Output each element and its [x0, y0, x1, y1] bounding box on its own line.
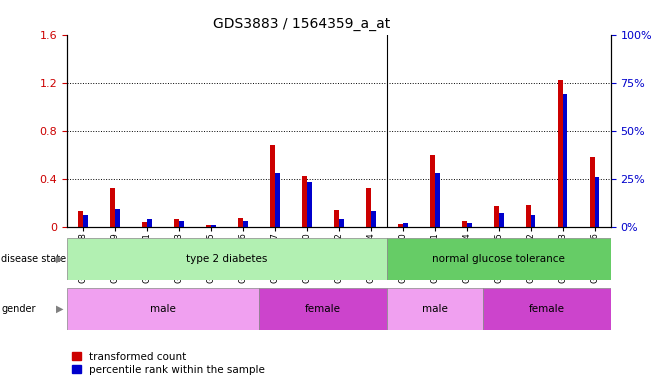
Text: male: male: [422, 304, 448, 314]
Text: female: female: [529, 304, 565, 314]
Bar: [243, 221, 248, 227]
Bar: [467, 223, 472, 227]
Text: normal glucose tolerance: normal glucose tolerance: [432, 254, 565, 264]
Bar: [558, 80, 563, 227]
Text: ▶: ▶: [56, 254, 64, 264]
Bar: [430, 155, 435, 227]
Text: ▶: ▶: [56, 304, 64, 314]
Bar: [259, 288, 386, 330]
Legend: transformed count, percentile rank within the sample: transformed count, percentile rank withi…: [72, 352, 265, 375]
Bar: [211, 225, 216, 227]
Bar: [270, 145, 275, 227]
Text: type 2 diabetes: type 2 diabetes: [187, 254, 268, 264]
Bar: [275, 173, 280, 227]
Bar: [398, 224, 403, 227]
Bar: [494, 206, 499, 227]
Bar: [238, 218, 243, 227]
Bar: [590, 157, 595, 227]
Bar: [563, 94, 568, 227]
Bar: [147, 219, 152, 227]
Bar: [179, 221, 184, 227]
Bar: [386, 288, 482, 330]
Bar: [403, 223, 407, 227]
Bar: [595, 177, 599, 227]
Text: male: male: [150, 304, 176, 314]
Text: female: female: [305, 304, 341, 314]
Bar: [371, 211, 376, 227]
Bar: [110, 188, 115, 227]
Bar: [462, 220, 467, 227]
Bar: [334, 210, 339, 227]
Bar: [115, 209, 120, 227]
Text: disease state: disease state: [1, 254, 66, 264]
Bar: [526, 205, 531, 227]
Bar: [67, 238, 386, 280]
Bar: [174, 219, 179, 227]
Bar: [67, 288, 259, 330]
Bar: [302, 176, 307, 227]
Text: gender: gender: [1, 304, 36, 314]
Bar: [482, 288, 611, 330]
Bar: [83, 215, 88, 227]
Bar: [499, 213, 503, 227]
Bar: [366, 188, 371, 227]
Bar: [142, 222, 147, 227]
Text: GDS3883 / 1564359_a_at: GDS3883 / 1564359_a_at: [213, 17, 391, 31]
Bar: [79, 211, 83, 227]
Bar: [339, 219, 344, 227]
Bar: [386, 238, 611, 280]
Bar: [435, 173, 440, 227]
Bar: [307, 182, 311, 227]
Bar: [206, 225, 211, 227]
Bar: [531, 215, 535, 227]
